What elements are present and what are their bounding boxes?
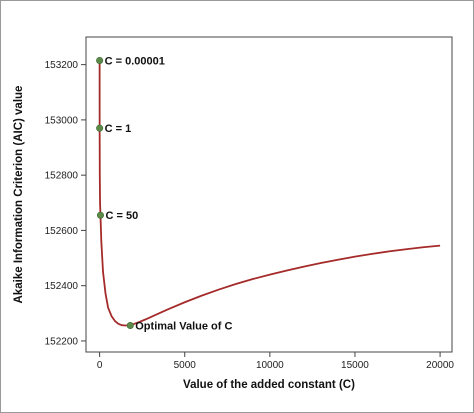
y-tick-label-4: 153000 bbox=[45, 115, 79, 126]
x-tick-label-4: 20000 bbox=[426, 360, 454, 371]
point-label-2: C = 50 bbox=[105, 210, 138, 222]
x-tick-label-3: 15000 bbox=[341, 360, 369, 371]
y-tick-label-5: 153200 bbox=[45, 60, 79, 71]
y-axis: 152200 152400 152600 152800 153000 153200 bbox=[45, 60, 86, 347]
annotated-points: C = 0.00001 C = 1 C = 50 Optimal Value of C bbox=[96, 55, 233, 332]
x-tick-label-0: 0 bbox=[97, 360, 103, 371]
point-label-3: Optimal Value of C bbox=[135, 320, 232, 332]
plot-frame bbox=[85, 36, 453, 353]
x-axis: 0 5000 10000 15000 20000 bbox=[97, 352, 454, 371]
point-marker-2 bbox=[96, 211, 104, 219]
x-axis-label: Value of the added constant (C) bbox=[183, 379, 355, 391]
y-tick-label-0: 152200 bbox=[45, 336, 79, 347]
point-marker-3 bbox=[126, 321, 134, 329]
point-label-0: C = 0.00001 bbox=[105, 55, 165, 67]
y-tick-label-2: 152600 bbox=[45, 226, 79, 237]
point-marker-1 bbox=[96, 124, 104, 132]
x-tick-label-2: 10000 bbox=[256, 360, 284, 371]
y-tick-label-3: 152800 bbox=[45, 171, 79, 182]
point-marker-0 bbox=[96, 56, 104, 64]
y-tick-label-1: 152400 bbox=[45, 281, 79, 292]
x-tick-label-1: 5000 bbox=[174, 360, 197, 371]
point-label-1: C = 1 bbox=[105, 123, 132, 135]
aic-series-line bbox=[98, 60, 441, 327]
y-axis-label: Akaike Information Criterion (AIC) value bbox=[13, 86, 25, 304]
